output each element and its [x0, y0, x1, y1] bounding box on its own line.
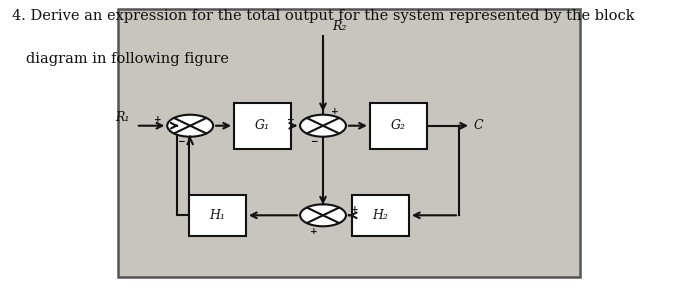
Text: 4. Derive an expression for the total output for the system represented by the b: 4. Derive an expression for the total ou… — [12, 9, 635, 23]
Text: +: + — [351, 205, 359, 214]
Text: +: + — [287, 115, 295, 124]
Bar — [234, 103, 291, 149]
Text: +: + — [330, 107, 338, 116]
Text: G₁: G₁ — [255, 119, 270, 132]
Text: R₂: R₂ — [332, 20, 346, 33]
Bar — [189, 195, 246, 236]
Bar — [118, 9, 580, 277]
Bar — [370, 103, 427, 149]
Text: +: + — [310, 227, 318, 236]
Text: −: − — [310, 137, 318, 147]
Text: R₁: R₁ — [116, 111, 130, 124]
Text: H₁: H₁ — [209, 209, 225, 222]
Text: diagram in following figure: diagram in following figure — [12, 52, 229, 66]
Circle shape — [300, 204, 346, 226]
Text: H₂: H₂ — [372, 209, 388, 222]
Text: C: C — [474, 119, 484, 132]
Circle shape — [300, 115, 346, 137]
Text: −: − — [177, 137, 185, 147]
Bar — [352, 195, 409, 236]
Circle shape — [167, 115, 213, 137]
Text: G₂: G₂ — [391, 119, 406, 132]
Text: +: + — [154, 115, 162, 124]
